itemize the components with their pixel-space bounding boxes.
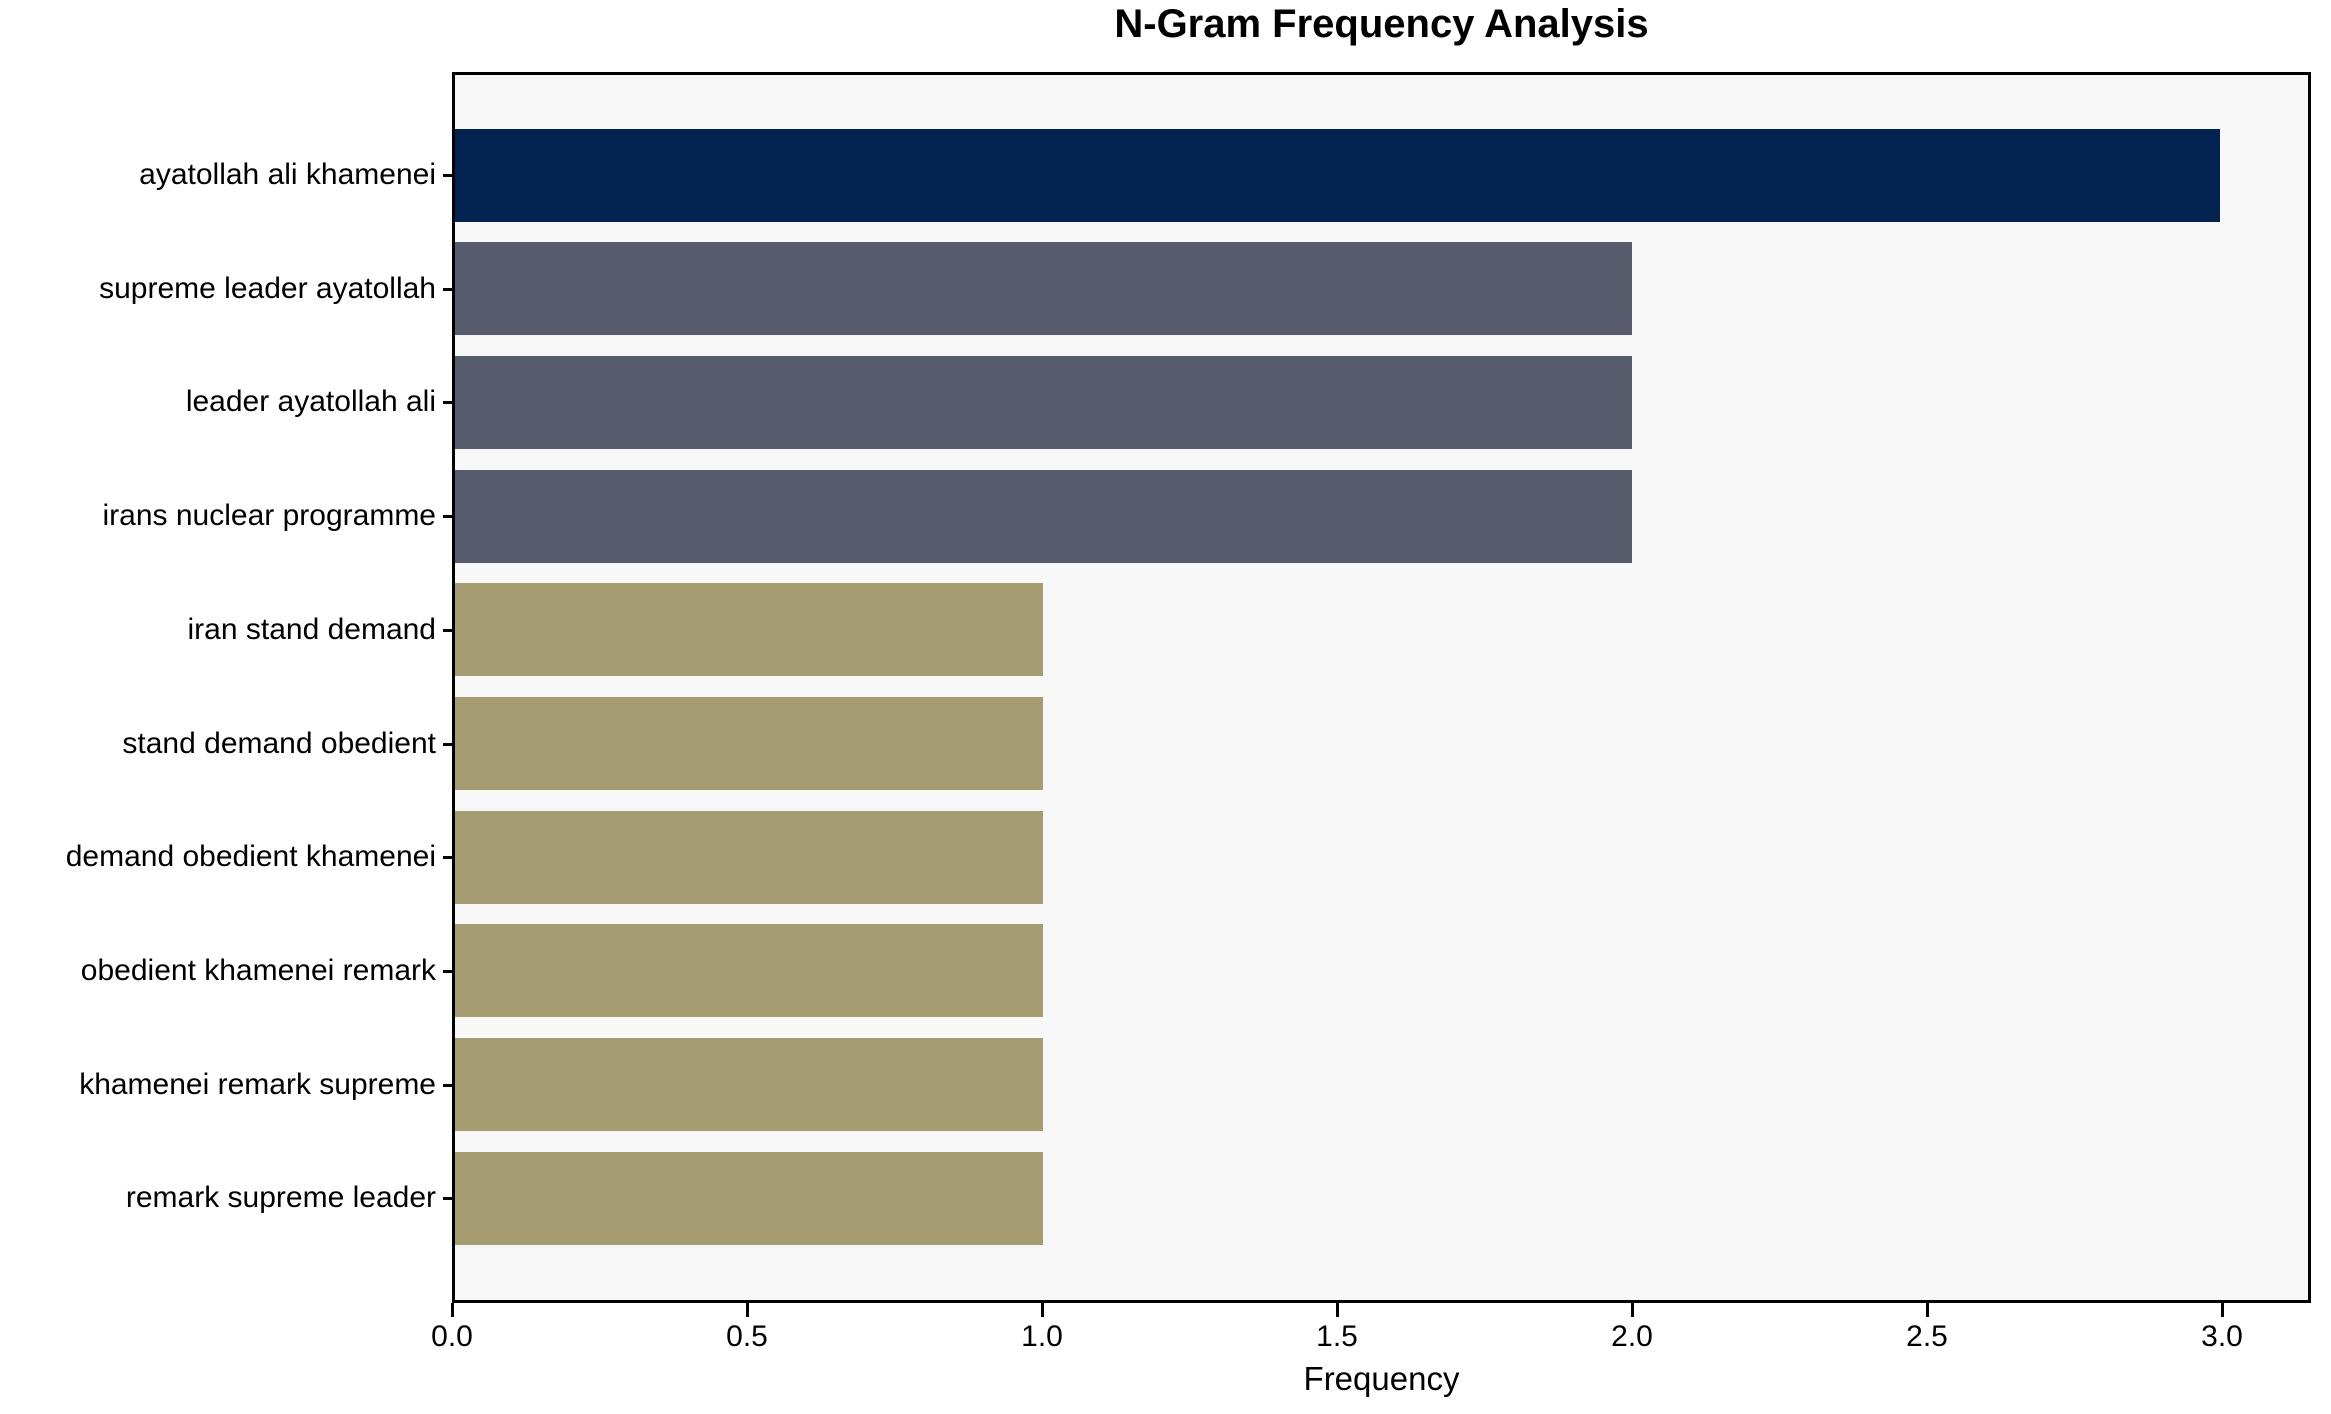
y-tick-mark (443, 629, 452, 632)
x-tick-mark (2221, 1303, 2224, 1317)
bar (455, 697, 1044, 790)
x-tick-mark (746, 1303, 749, 1317)
x-tick-mark (451, 1303, 454, 1317)
x-tick-mark (1926, 1303, 1929, 1317)
y-tick-label: iran stand demand (187, 613, 437, 646)
bar (455, 924, 1044, 1017)
y-tick-label: supreme leader ayatollah (99, 272, 436, 305)
x-tick-label: 0.5 (726, 1320, 768, 1353)
bar (455, 1038, 1044, 1131)
x-tick-label: 0.0 (431, 1320, 473, 1353)
y-tick-mark (443, 856, 452, 859)
y-tick-mark (443, 174, 452, 177)
bar (455, 129, 2220, 222)
bar (455, 470, 1632, 563)
y-tick-mark (443, 401, 452, 404)
y-tick-label: remark supreme leader (125, 1181, 436, 1214)
y-tick-mark (443, 1197, 452, 1200)
x-tick-label: 2.5 (1906, 1320, 1948, 1353)
x-tick-label: 3.0 (2201, 1320, 2243, 1353)
y-tick-label: obedient khamenei remark (80, 954, 436, 987)
bar (455, 242, 1632, 335)
y-tick-label: irans nuclear programme (102, 499, 436, 532)
bar (455, 811, 1044, 904)
y-tick-label: stand demand obedient (122, 727, 436, 760)
y-tick-mark (443, 1084, 452, 1087)
bar (455, 356, 1632, 449)
x-tick-label: 1.0 (1021, 1320, 1063, 1353)
y-tick-mark (443, 970, 452, 973)
y-tick-label: leader ayatollah ali (185, 385, 436, 418)
plot-area (452, 72, 2311, 1303)
x-tick-label: 1.5 (1316, 1320, 1358, 1353)
x-tick-mark (1041, 1303, 1044, 1317)
y-tick-mark (443, 743, 452, 746)
y-tick-mark (443, 288, 452, 291)
y-tick-label: khamenei remark supreme (79, 1068, 436, 1101)
x-tick-label: 2.0 (1611, 1320, 1653, 1353)
y-tick-label: demand obedient khamenei (65, 840, 436, 873)
bar (455, 1152, 1044, 1245)
x-tick-mark (1336, 1303, 1339, 1317)
x-tick-mark (1631, 1303, 1634, 1317)
x-axis-title: Frequency (1303, 1360, 1460, 1397)
chart-title: N-Gram Frequency Analysis (1114, 2, 1649, 46)
bar (455, 583, 1044, 676)
y-tick-label: ayatollah ali khamenei (139, 158, 436, 191)
y-tick-mark (443, 515, 452, 518)
